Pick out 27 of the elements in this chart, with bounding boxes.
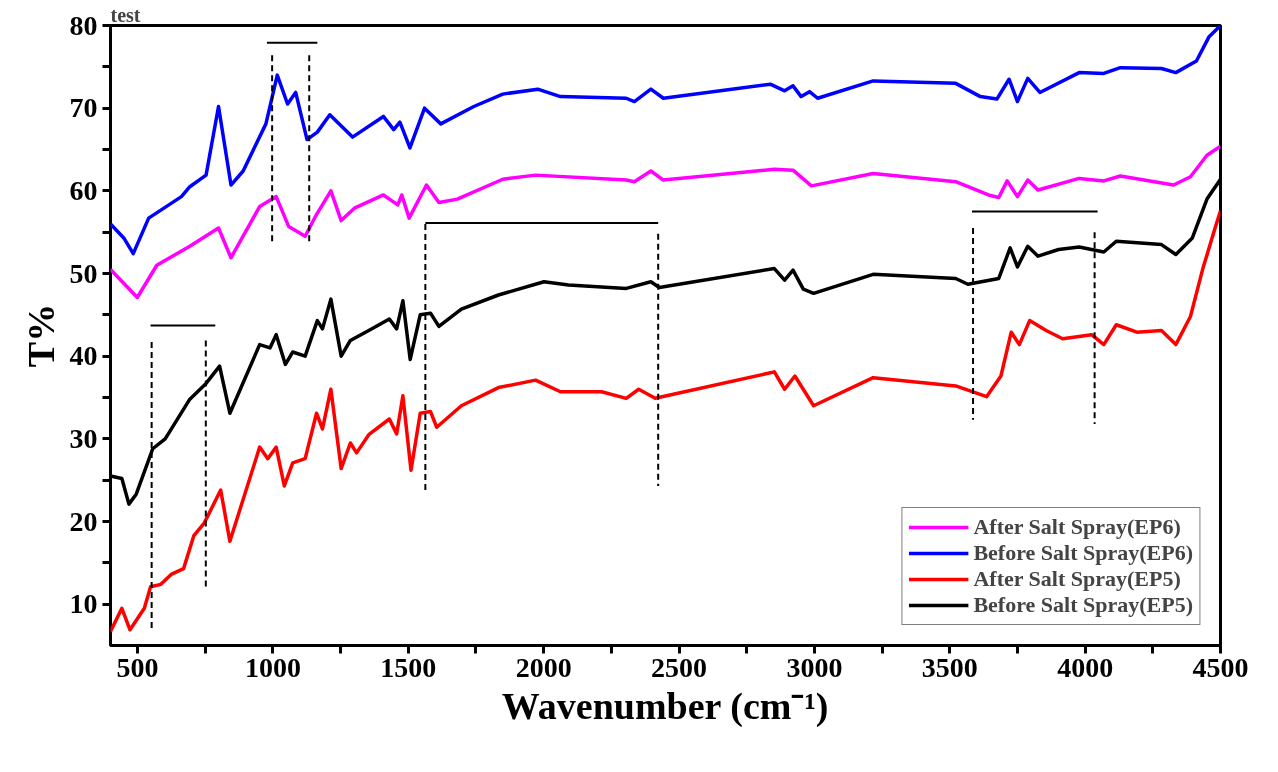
y-tick-label: 20 (69, 505, 98, 537)
legend-label: After Salt Spray(EP6) (973, 514, 1181, 540)
x-tick-label: 2500 (651, 651, 708, 683)
y-tick-label: 10 (69, 588, 98, 620)
y-tick-label: 60 (69, 174, 98, 206)
x-tick-label: 4000 (1057, 651, 1114, 683)
y-tick-label: 70 (69, 92, 98, 124)
y-tick-label: 40 (69, 340, 98, 372)
y-axis-title: T% (19, 303, 62, 368)
x-tick-label: 2000 (515, 651, 572, 683)
legend-label: Before Salt Spray(EP5) (973, 592, 1193, 618)
x-tick-label: 3000 (786, 651, 843, 683)
line-series (110, 25, 1221, 256)
y-tick-label: 30 (69, 422, 98, 454)
x-tick-label: 1500 (380, 651, 437, 683)
legend-label: After Salt Spray(EP5) (973, 566, 1181, 592)
line-series (110, 144, 1221, 300)
annotation: test (110, 3, 141, 26)
x-tick-label: 4500 (1192, 651, 1249, 683)
line-series (110, 208, 1221, 634)
x-tick-label: 3500 (921, 651, 978, 683)
y-tick-label: 80 (69, 9, 98, 41)
legend-label: Before Salt Spray(EP6) (973, 540, 1193, 566)
x-tick-label: 500 (116, 651, 159, 683)
x-tick-label: 1000 (244, 651, 301, 683)
x-axis-title: Wavenumber (cm⁻¹) (501, 684, 829, 728)
y-tick-label: 50 (69, 257, 98, 289)
